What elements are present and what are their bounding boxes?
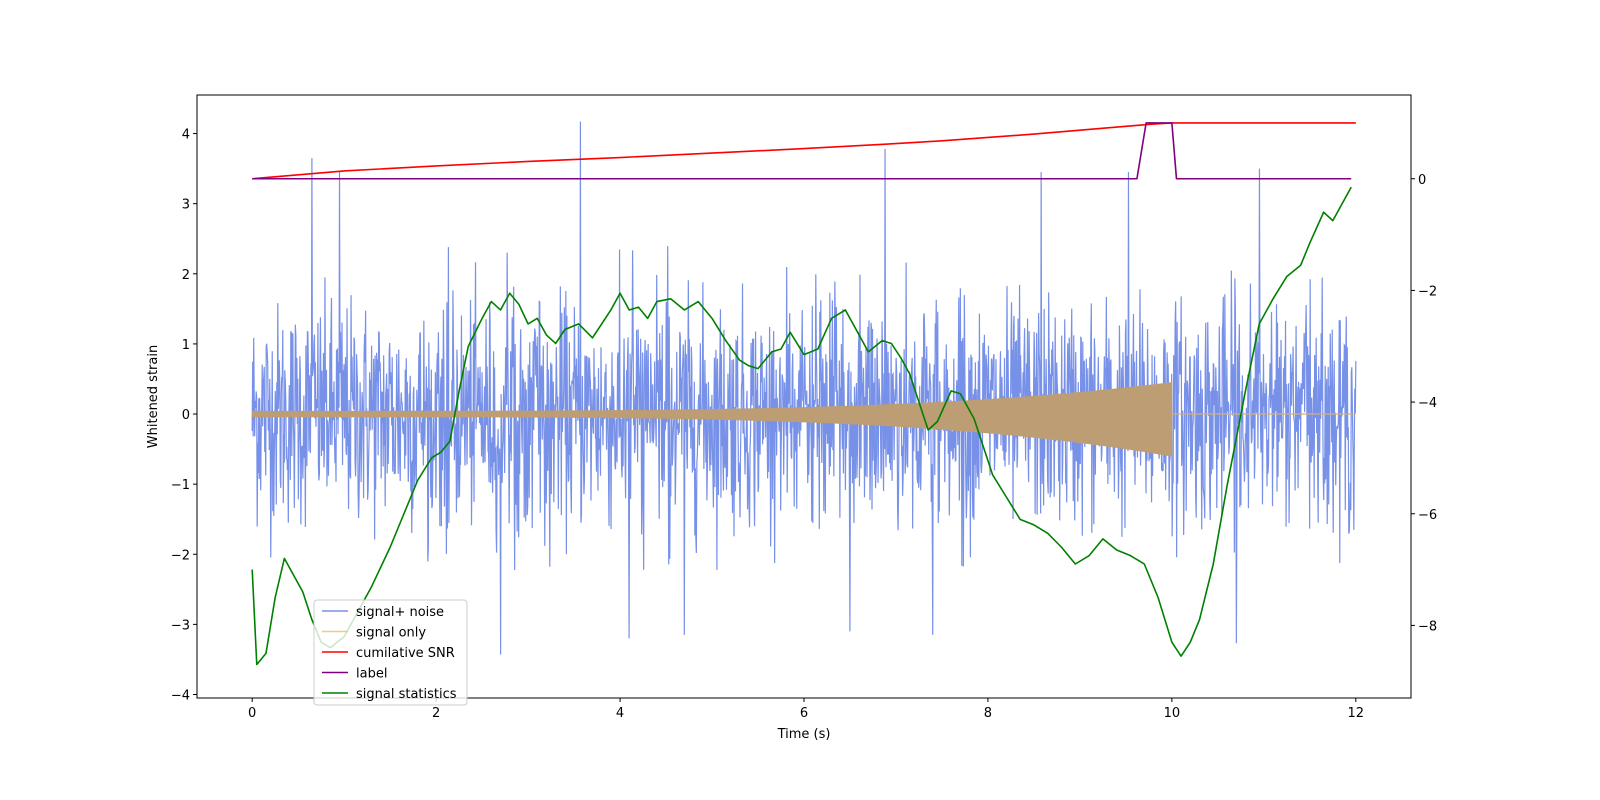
y-axis-ticks: −4 −3 −2 −1 0 1 2 3 4 [171,128,197,703]
x-tick-label: 6 [800,706,808,721]
x-tick-label: 8 [984,706,992,721]
cumilative-snr-line [252,122,1356,180]
series-signal-noise [251,121,1357,655]
legend-signal-statistics-label: signal statistics [356,687,457,702]
label-line [252,122,1352,180]
y2-tick-label: −8 [1418,619,1437,634]
x-axis-ticks: 0 2 4 6 8 10 12 [248,698,1364,721]
signal-noise-line [251,121,1357,655]
y2-tick-label: −6 [1418,508,1437,523]
y-tick-label: −3 [171,618,190,633]
legend-box [313,599,468,706]
y2-tick-label: −2 [1418,284,1437,299]
x-axis-label: Time (s) [777,727,831,742]
series-signal-only [251,382,1356,457]
y-tick-label: 1 [182,338,190,353]
legend-signal-only-label: signal only [356,626,426,641]
y2-tick-label: 0 [1418,173,1426,188]
y-tick-label: 2 [182,268,190,283]
y-tick-label: 4 [182,128,190,143]
x-tick-label: 2 [432,706,440,721]
legend-cumilative-snr-label: cumilative SNR [356,646,455,661]
plot-area [251,121,1357,666]
y-tick-label: −1 [171,478,190,493]
signal-statistics-line [251,186,1352,666]
x-tick-label: 0 [248,706,256,721]
legend: signal+ noise signal only cumilative SNR la… [313,599,468,706]
x-tick-label: 10 [1164,706,1181,721]
y-tick-label: 0 [182,408,190,423]
y2-tick-label: −4 [1418,396,1437,411]
y-tick-label: 3 [182,198,190,213]
y-tick-label: −4 [171,688,190,703]
legend-label-label: label [356,667,387,682]
legend-signal-noise-label: signal+ noise [356,605,444,620]
right-axis-series [251,122,1356,666]
x-tick-label: 12 [1348,706,1365,721]
x-tick-label: 4 [616,706,624,721]
y-axis-label: Whitened strain [146,345,161,448]
y2-axis-ticks: −8 −6 −4 −2 0 [1411,173,1437,634]
signal-only-envelope [251,382,1173,457]
y-tick-label: −2 [171,548,190,563]
